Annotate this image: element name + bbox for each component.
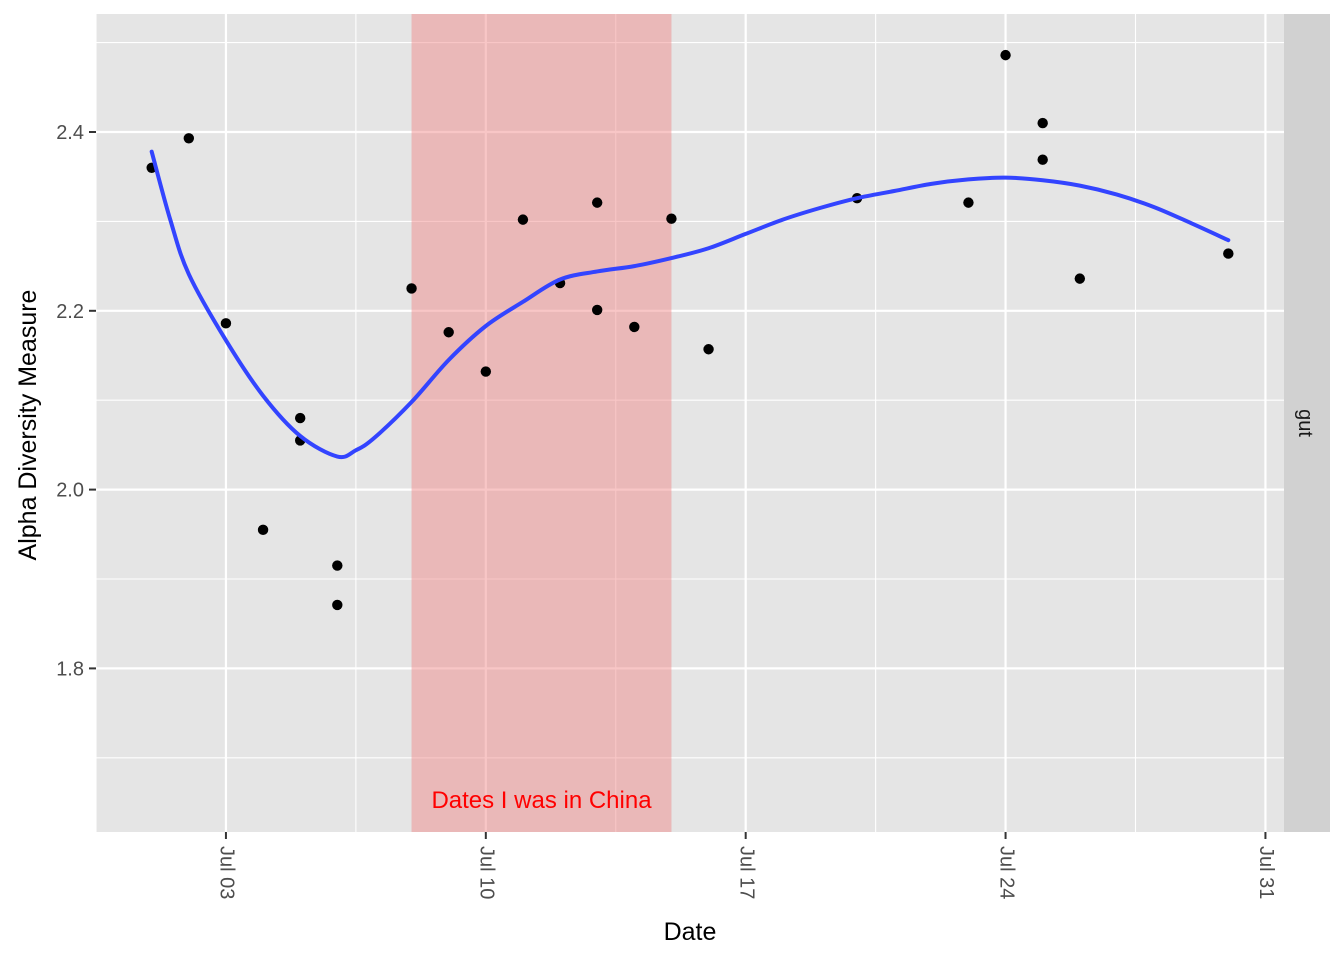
x-axis-title: Date	[664, 918, 717, 946]
china-dates-band	[411, 14, 672, 832]
data-point	[1000, 49, 1011, 61]
data-point	[220, 318, 232, 329]
facet-strip: gut	[1284, 14, 1330, 832]
smooth-trend-line	[149, 149, 1231, 460]
data-point	[257, 524, 269, 536]
x-axis: Jul 03 Jul 10 Jul 17 Jul 24 Jul 31	[216, 832, 1277, 899]
data-point	[591, 197, 603, 208]
data-point	[443, 327, 454, 338]
data-point	[591, 304, 603, 316]
data-point	[480, 366, 492, 377]
minor-gridlines	[95, 14, 1284, 832]
china-annotation-label: Dates I was in China	[431, 787, 652, 814]
y-tick-label: 2.4	[56, 122, 84, 144]
y-tick-label: 2.2	[56, 301, 84, 323]
y-axis-title: Alpha Diversity Measure	[14, 290, 42, 561]
x-tick-label: Jul 24	[995, 846, 1017, 899]
data-point	[703, 344, 714, 355]
data-point	[294, 412, 306, 424]
data-point	[1037, 117, 1048, 129]
data-point	[1223, 248, 1234, 259]
x-tick-label: Jul 03	[216, 846, 238, 899]
facet-strip-label: gut	[1294, 409, 1316, 437]
data-point	[1037, 154, 1048, 165]
x-tick-label: Jul 10	[476, 846, 498, 899]
data-point	[629, 321, 640, 333]
data-point	[406, 283, 417, 294]
x-tick-label: Jul 31	[1255, 846, 1277, 899]
data-point	[517, 214, 529, 225]
data-points	[146, 49, 1234, 611]
data-point	[332, 560, 343, 571]
plot-panel	[96, 14, 1284, 832]
data-point	[183, 133, 195, 144]
x-tick-label: Jul 17	[735, 846, 757, 899]
facet-strip-background	[1284, 14, 1330, 832]
data-point	[1074, 273, 1086, 284]
y-tick-label: 2.0	[56, 480, 84, 502]
major-gridlines	[96, 14, 1284, 832]
y-axis: 1.8 2.0 2.2 2.4	[56, 122, 96, 680]
y-tick-label: 1.8	[56, 658, 84, 680]
data-point	[332, 599, 343, 611]
data-point	[666, 213, 677, 224]
data-point	[963, 197, 974, 208]
